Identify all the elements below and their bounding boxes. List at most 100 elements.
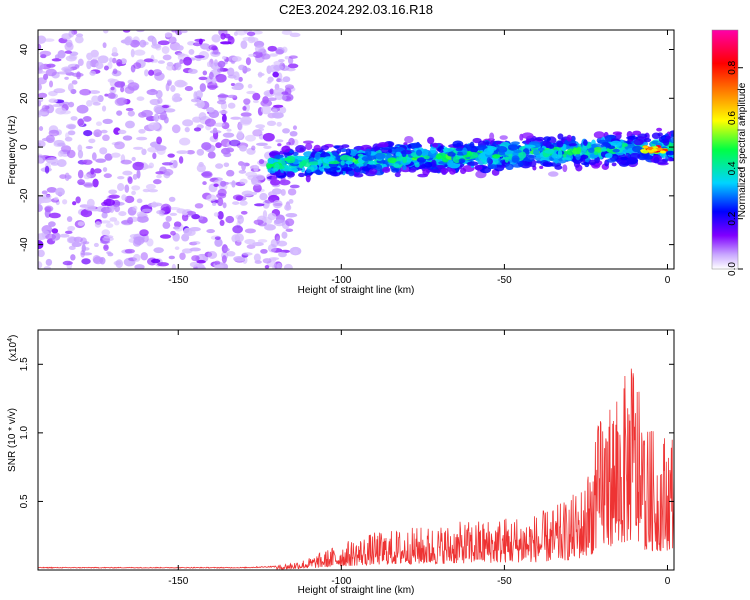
spectrogram-cell	[653, 156, 660, 164]
spectrogram-cell	[39, 50, 52, 57]
spectrogram-cell	[231, 180, 236, 188]
spectrogram-cell	[38, 35, 47, 44]
spectrogram-cell	[242, 106, 247, 111]
spectrogram-cell	[196, 259, 206, 264]
spectrogram-cell	[229, 139, 241, 147]
spectrogram-cell	[600, 148, 607, 152]
spectrogram-cell	[102, 134, 110, 142]
spectrogram-cell	[190, 98, 201, 103]
spectrogram-cell	[265, 92, 270, 96]
spectrogram-cell	[394, 172, 401, 178]
spectrogram-cell	[254, 45, 265, 53]
spectrogram-cell	[292, 249, 299, 255]
spectrogram-cell	[41, 104, 49, 112]
spectrogram-cell	[430, 169, 441, 174]
spectrogram-cell	[285, 218, 295, 227]
spectrogram-cell	[38, 83, 42, 91]
spectrogram-cell	[77, 221, 85, 227]
spectrogram-cell	[226, 251, 236, 257]
spectrogram-cell	[543, 136, 552, 142]
spectrogram-cell	[632, 145, 643, 153]
spectrogram-cell	[299, 147, 304, 152]
spectrogram-cell	[68, 236, 80, 244]
spectrogram-cell	[314, 152, 321, 160]
spectrogram-cell	[76, 104, 89, 114]
spectrogram-cell	[345, 160, 354, 165]
spectrogram-cell	[219, 219, 225, 227]
spectrogram-cell	[92, 53, 99, 60]
spectrogram-cell	[157, 60, 165, 64]
spectrogram-cell	[435, 153, 443, 160]
spectrogram-cell	[75, 196, 81, 204]
spectrogram-cell	[467, 150, 472, 157]
spectrogram-cell	[152, 179, 162, 185]
spectrogram-cell	[254, 260, 262, 264]
spectrogram-cell	[152, 69, 162, 77]
spectrogram-cell	[257, 71, 263, 78]
spectrogram-cell	[174, 246, 180, 251]
spectrogram-cell	[231, 85, 243, 90]
spectrogram-cell	[184, 86, 194, 92]
spectrogram-cell	[233, 71, 240, 81]
spectrogram-cell	[206, 107, 215, 113]
spectrogram-xlabel: Height of straight line (km)	[298, 285, 415, 296]
spectrogram-cell	[86, 52, 93, 61]
spectrogram-cell	[127, 217, 134, 224]
spectrogram-cell	[93, 256, 104, 265]
spectrogram-cell	[214, 238, 223, 247]
spectrogram-cell	[285, 212, 298, 218]
spectrogram-cell	[142, 188, 150, 193]
spectrogram-cell	[179, 137, 191, 146]
spectrogram-cell	[408, 168, 417, 173]
spectrogram-cell	[231, 56, 242, 62]
spectrogram-cell	[547, 171, 559, 177]
spectrogram-cell	[38, 70, 46, 74]
spectrogram-cell	[230, 82, 236, 87]
spectrogram-cell	[576, 146, 581, 155]
spectrogram-cell	[133, 49, 146, 56]
spectrogram-cell	[158, 114, 167, 121]
spectrogram-cell	[226, 169, 235, 177]
spectrogram-cell	[76, 71, 81, 80]
spectrogram-cell	[131, 156, 136, 162]
spectrogram-cell	[288, 198, 294, 204]
spectrogram-cell	[519, 160, 532, 169]
spectrogram-cell	[539, 165, 544, 169]
spectrogram-cell	[416, 157, 427, 163]
spectrogram-cell	[236, 130, 244, 140]
spectrogram-cell	[77, 149, 84, 159]
spectrogram-cell	[181, 233, 190, 242]
spectrogram-cell	[431, 142, 439, 148]
spectrogram-cell	[460, 167, 467, 175]
spectrogram-cell	[305, 143, 313, 151]
spectrogram-cell	[544, 149, 556, 154]
spectrogram-cell	[160, 203, 172, 213]
spectrogram-cell	[102, 236, 114, 242]
spectrogram-cell	[255, 124, 266, 129]
spectrogram-cell	[46, 157, 58, 164]
spectrogram-cell	[171, 94, 181, 103]
spectrogram-cell	[161, 46, 170, 54]
spectrogram-cell	[86, 99, 93, 107]
spectrogram-cell	[505, 163, 514, 171]
colorbar-frame	[711, 29, 739, 270]
spectrogram-cell	[632, 130, 642, 136]
spectrogram-cell	[75, 35, 84, 44]
spectrogram-cell	[213, 183, 219, 187]
spectrogram-cell	[250, 37, 259, 43]
spectrogram-cell	[252, 99, 259, 104]
spectrogram-cell	[348, 170, 355, 177]
spectrogram-cell	[108, 57, 114, 63]
spectrogram-cell	[56, 159, 67, 168]
spectrogram-cell	[156, 136, 162, 145]
spectrogram-cell	[102, 118, 113, 125]
spectrogram-cell	[211, 202, 217, 206]
spectrogram-cell	[55, 187, 65, 197]
spectrogram-cell	[262, 258, 272, 264]
spectrogram-cell	[66, 174, 72, 180]
spectrogram-cell	[136, 169, 141, 179]
spectrogram-ytick-label: 20	[19, 92, 30, 104]
spectrogram-cell	[68, 245, 76, 251]
spectrogram-cell	[267, 243, 277, 253]
spectrogram-cell	[252, 183, 262, 193]
